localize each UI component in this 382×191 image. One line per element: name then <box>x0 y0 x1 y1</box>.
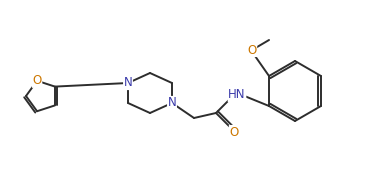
Text: O: O <box>32 74 42 87</box>
Text: HN: HN <box>228 88 246 101</box>
Text: N: N <box>124 77 133 90</box>
Text: N: N <box>168 96 176 109</box>
Text: O: O <box>229 125 239 138</box>
Text: O: O <box>248 44 257 57</box>
